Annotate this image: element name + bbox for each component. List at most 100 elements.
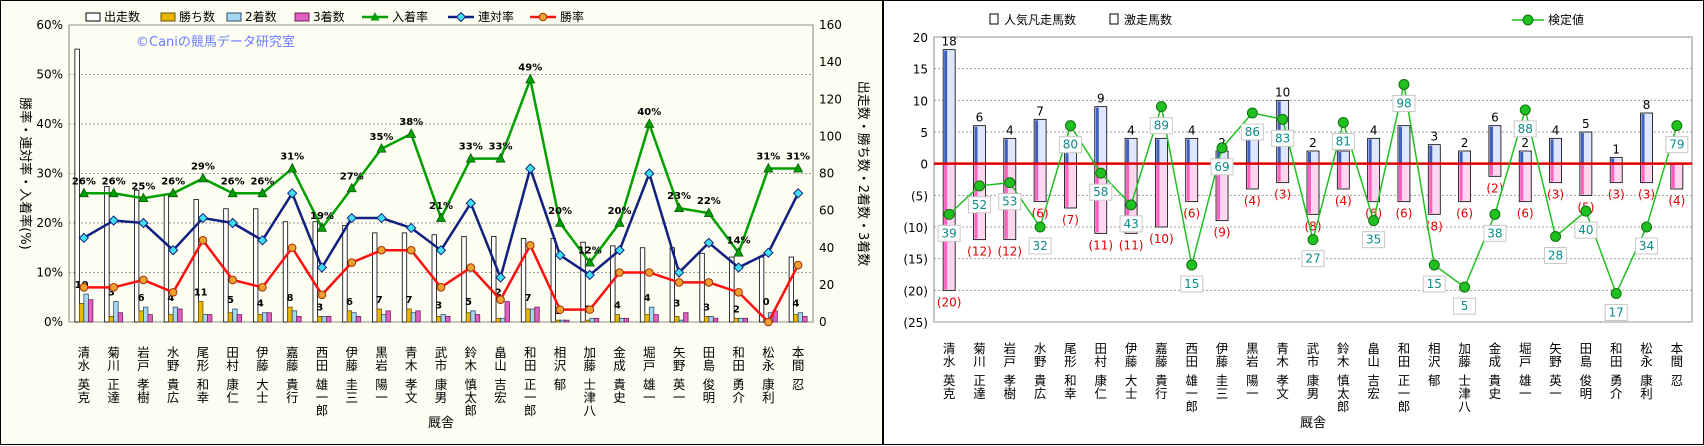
category-label: 清 bbox=[943, 341, 956, 356]
up-bar-shade bbox=[1004, 139, 1008, 163]
top-data-label: 10 bbox=[1275, 85, 1290, 99]
place-rate-data-label: 26% bbox=[250, 176, 274, 187]
score-point bbox=[1398, 79, 1410, 90]
top-data-label: 2 bbox=[1309, 136, 1317, 150]
rentai-rate-point bbox=[435, 245, 447, 256]
place-rate-point bbox=[436, 212, 446, 222]
score-point bbox=[1155, 101, 1167, 113]
y-right-axis-label: 出走数・勝ち数・2着数・3着数 bbox=[855, 81, 871, 267]
second-bar bbox=[172, 306, 179, 323]
up-bar-shade bbox=[1429, 145, 1433, 163]
starts-bar bbox=[193, 199, 199, 323]
score-point bbox=[1095, 167, 1107, 179]
up-bar-shade bbox=[1095, 107, 1099, 163]
category-label: 文 bbox=[405, 390, 418, 405]
legend-swatch bbox=[294, 12, 310, 22]
category-label: 和 bbox=[1610, 341, 1623, 356]
up-bar-shade bbox=[1156, 139, 1160, 163]
y-left-tick-label: 40% bbox=[36, 117, 63, 131]
category-label: 史 bbox=[613, 390, 626, 405]
category-label: 畠 bbox=[1367, 341, 1380, 356]
place-rate-point bbox=[793, 162, 804, 173]
category-label: 貴 bbox=[1489, 373, 1502, 388]
y-tick-label: (10) bbox=[903, 221, 928, 235]
wins-bar bbox=[584, 319, 591, 323]
category-label: 和 bbox=[524, 345, 537, 360]
second-bar bbox=[321, 316, 327, 323]
second-bar bbox=[262, 312, 268, 323]
place-rate-data-label: 33% bbox=[489, 142, 513, 153]
second-bar bbox=[470, 310, 476, 323]
win-rate-point bbox=[764, 317, 773, 327]
category-label: 圭 bbox=[345, 377, 358, 392]
score-data-label: 32 bbox=[1032, 239, 1047, 253]
legend-swatch bbox=[989, 13, 999, 25]
top-data-label: 4 bbox=[1006, 123, 1014, 137]
category-label: 孝 bbox=[1004, 373, 1017, 388]
category-label: 永 bbox=[762, 358, 775, 373]
bottom-data-label: (6) bbox=[1183, 207, 1200, 221]
category-label: 金 bbox=[1489, 341, 1502, 356]
wins-bar bbox=[227, 312, 234, 323]
place-rate-point bbox=[584, 256, 595, 267]
category-label: 水 bbox=[1034, 341, 1047, 356]
wins-bar bbox=[644, 314, 650, 323]
wins-bar bbox=[733, 317, 739, 323]
score-data-label: 15 bbox=[1184, 277, 1199, 291]
starts-bar bbox=[133, 189, 140, 323]
starts-bar bbox=[74, 48, 80, 323]
y-right-tick-label: 60 bbox=[819, 204, 834, 218]
bottom-data-label: (12) bbox=[967, 245, 992, 259]
category-label: 達 bbox=[107, 390, 120, 405]
category-label: 岩 bbox=[1004, 341, 1017, 356]
y-tick-label: 5 bbox=[920, 126, 928, 140]
top-data-label: 4 bbox=[1188, 123, 1196, 137]
bottom-data-label: (9) bbox=[1214, 226, 1231, 240]
category-label: 藤 bbox=[256, 358, 269, 373]
wins-data-label: 7 bbox=[525, 293, 532, 304]
win-rate-point bbox=[168, 288, 178, 297]
bottom-data-label: (8) bbox=[1426, 219, 1443, 233]
category-label: 畠 bbox=[494, 345, 507, 360]
rentai-rate-point bbox=[525, 163, 536, 174]
up-bar-shade bbox=[1186, 139, 1190, 163]
down-bar-shade bbox=[1035, 164, 1039, 201]
up-bar-shade bbox=[1368, 139, 1372, 163]
wins-bar bbox=[525, 308, 531, 323]
wins-data-label: 4 bbox=[257, 299, 264, 310]
category-label: 野 bbox=[167, 358, 180, 373]
second-bar bbox=[678, 319, 684, 323]
wins-bar bbox=[793, 314, 799, 323]
third-bar bbox=[147, 314, 153, 323]
score-label-box bbox=[937, 224, 961, 242]
place-rate-data-label: 21% bbox=[429, 201, 453, 212]
score-label-box bbox=[1119, 215, 1143, 233]
category-label: 川 bbox=[107, 358, 120, 373]
category-label: 和 bbox=[1064, 373, 1077, 388]
category-label: 孝 bbox=[137, 377, 150, 392]
second-bar bbox=[529, 308, 536, 323]
category-label: 広 bbox=[167, 390, 180, 405]
up-bar-shade bbox=[1520, 152, 1524, 163]
category-label: 男 bbox=[1307, 386, 1320, 401]
score-point bbox=[1125, 199, 1137, 211]
win-rate-point bbox=[317, 290, 327, 300]
category-label: 矢 bbox=[673, 345, 686, 360]
top-data-label: 6 bbox=[976, 111, 984, 125]
category-label: 士 bbox=[1125, 386, 1138, 401]
category-label: 田 bbox=[1398, 354, 1411, 369]
category-label: 島 bbox=[703, 358, 716, 373]
top-data-label: 5 bbox=[1582, 117, 1590, 131]
category-label: 康 bbox=[1095, 373, 1108, 388]
score-point bbox=[1671, 120, 1683, 132]
score-point bbox=[1459, 281, 1471, 293]
place-rate-data-label: 35% bbox=[370, 132, 394, 143]
y-tick-label: 0 bbox=[920, 158, 928, 172]
starts-bar bbox=[282, 221, 289, 323]
category-label: 形 bbox=[1064, 354, 1077, 369]
score-point bbox=[1064, 120, 1076, 132]
category-label: 圭 bbox=[1216, 373, 1229, 388]
category-label: 市 bbox=[435, 358, 448, 373]
category-label: 太 bbox=[1337, 386, 1350, 401]
category-label: 忍 bbox=[1671, 373, 1684, 388]
